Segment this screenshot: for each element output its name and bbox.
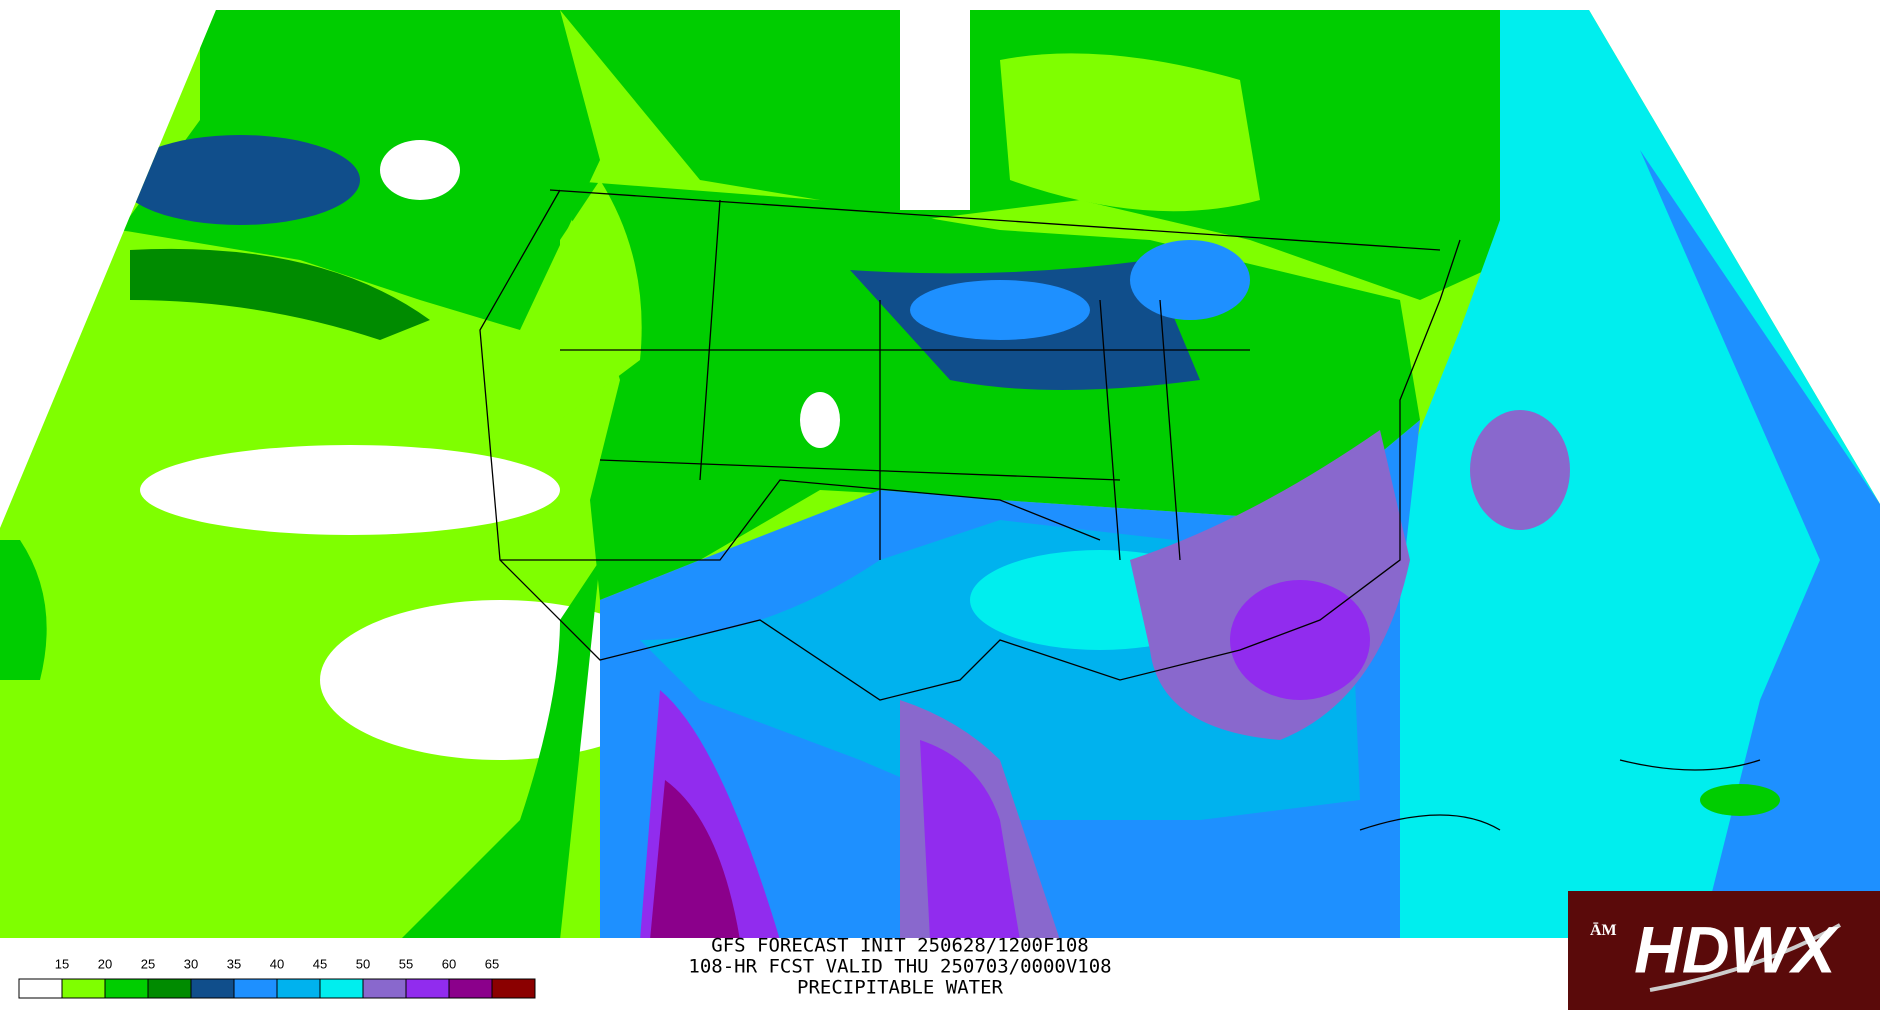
legend-tick-label: 40 — [270, 956, 284, 971]
pw-region — [650, 780, 740, 938]
legend-swatch — [147, 978, 192, 999]
legend-swatch — [405, 978, 450, 999]
pw-region — [1230, 580, 1370, 700]
legend-swatch — [104, 978, 149, 999]
pw-region — [900, 10, 970, 210]
legend-tick-label: 50 — [356, 956, 370, 971]
coastline — [479, 189, 1461, 701]
pw-region — [920, 740, 1020, 938]
logo-badge: ĀM — [1590, 921, 1617, 939]
pw-region — [1350, 10, 1880, 938]
legend-tick-label: 45 — [313, 956, 327, 971]
logo-background — [1568, 891, 1880, 1010]
legend-tick-label: 20 — [98, 956, 112, 971]
logo: ĀM HDWX — [1568, 891, 1880, 1010]
pw-region — [400, 560, 600, 938]
caption: PRECIPITABLE WATER — [797, 977, 1003, 999]
legend-swatch — [362, 978, 407, 999]
pw-region — [120, 135, 360, 225]
pw-region — [130, 248, 430, 340]
legend-tick-label: 25 — [141, 956, 155, 971]
legend-swatch — [233, 978, 278, 999]
logo-swirl — [1649, 923, 1841, 992]
legend-swatch — [319, 978, 364, 999]
legend-swatch — [448, 978, 493, 999]
pw-region — [140, 445, 560, 535]
pw-region — [910, 280, 1090, 340]
pw-region — [380, 140, 460, 200]
pw-region — [120, 10, 600, 330]
legend-tick-label: 60 — [442, 956, 456, 971]
legend-swatch — [61, 978, 106, 999]
pw-region — [0, 540, 47, 680]
pw-region — [1000, 53, 1260, 212]
legend: 15 20 25 30 35 40 45 50 55 60 65 — [18, 956, 536, 999]
pw-region — [1130, 240, 1250, 320]
pw-region — [800, 392, 840, 448]
map — [0, 10, 1880, 938]
legend-swatch — [276, 978, 321, 999]
legend-tick-label: 55 — [399, 956, 413, 971]
pw-region — [1700, 784, 1780, 816]
pw-region — [1470, 410, 1570, 530]
legend-tick-label: 35 — [227, 956, 241, 971]
pw-region — [1640, 150, 1880, 938]
caption: 108-HR FCST VALID THU 250703/0000V108 — [688, 956, 1111, 978]
coastline — [1359, 759, 1761, 831]
legend-swatch — [491, 978, 536, 999]
legend-tick-label: 30 — [184, 956, 198, 971]
state-borders — [500, 199, 1250, 561]
legend-swatch — [190, 978, 235, 999]
legend-swatch — [18, 978, 63, 999]
legend-tick-label: 65 — [485, 956, 499, 971]
caption: GFS FORECAST INIT 250628/1200F108 — [711, 935, 1089, 957]
legend-tick-label: 15 — [55, 956, 69, 971]
logo-title: HDWX — [1634, 912, 1840, 986]
pw-region — [560, 180, 642, 420]
